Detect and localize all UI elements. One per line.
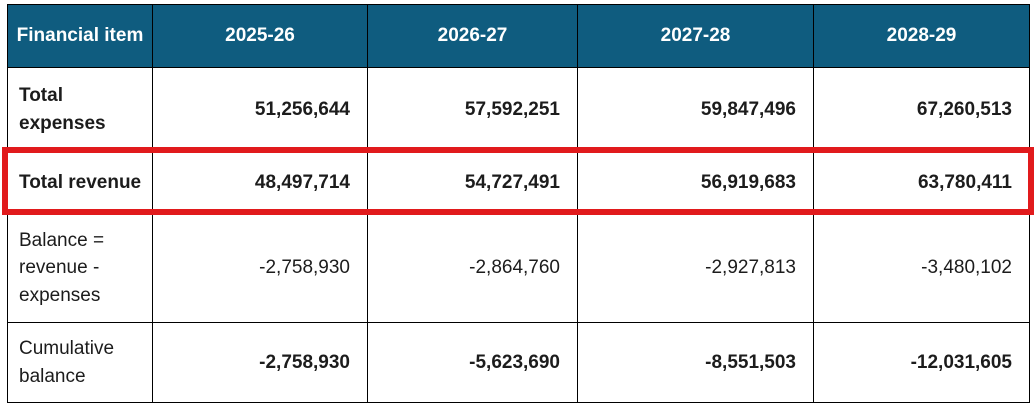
cell-value: 51,256,644 bbox=[152, 67, 368, 152]
cell-value: 48,497,714 bbox=[152, 151, 368, 214]
row-label: Total revenue bbox=[7, 151, 153, 214]
cell-value: -3,480,102 bbox=[813, 213, 1030, 323]
cell-value: -2,758,930 bbox=[152, 322, 368, 403]
cell-value: -8,551,503 bbox=[577, 322, 814, 403]
cell-value: 67,260,513 bbox=[813, 67, 1030, 152]
table-row-total-expenses: Total expenses 51,256,644 57,592,251 59,… bbox=[7, 67, 1030, 152]
cell-value: 56,919,683 bbox=[577, 151, 814, 214]
table-row-cumulative-balance: Cumulative balance -2,758,930 -5,623,690… bbox=[7, 322, 1030, 403]
cell-value: -2,864,760 bbox=[367, 213, 578, 323]
header-year-2028-29: 2028-29 bbox=[813, 4, 1030, 68]
cell-value: -2,758,930 bbox=[152, 213, 368, 323]
cell-value: -5,623,690 bbox=[367, 322, 578, 403]
financial-table: Financial item 2025-26 2026-27 2027-28 2… bbox=[7, 4, 1030, 403]
row-label: Cumulative balance bbox=[7, 322, 153, 403]
row-label: Total expenses bbox=[7, 67, 153, 152]
row-label: Balance = revenue - expenses bbox=[7, 213, 153, 323]
header-year-2026-27: 2026-27 bbox=[367, 4, 578, 68]
table-row-balance: Balance = revenue - expenses -2,758,930 … bbox=[7, 213, 1030, 323]
cell-value: -2,927,813 bbox=[577, 213, 814, 323]
cell-value: 54,727,491 bbox=[367, 151, 578, 214]
cell-value: 63,780,411 bbox=[813, 151, 1030, 214]
table-row-total-revenue: Total revenue 48,497,714 54,727,491 56,9… bbox=[7, 151, 1030, 214]
header-year-2027-28: 2027-28 bbox=[577, 4, 814, 68]
cell-value: 59,847,496 bbox=[577, 67, 814, 152]
table-header-row: Financial item 2025-26 2026-27 2027-28 2… bbox=[7, 4, 1030, 68]
cell-value: 57,592,251 bbox=[367, 67, 578, 152]
header-year-2025-26: 2025-26 bbox=[152, 4, 368, 68]
cell-value: -12,031,605 bbox=[813, 322, 1030, 403]
header-financial-item: Financial item bbox=[7, 4, 153, 68]
